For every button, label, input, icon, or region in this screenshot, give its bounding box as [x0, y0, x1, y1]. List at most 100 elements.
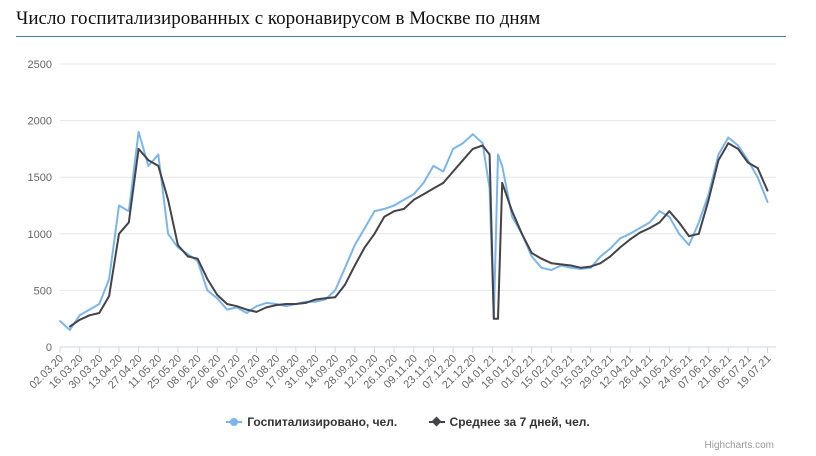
series-avg-point [707, 198, 710, 201]
series-daily-point [403, 198, 405, 201]
series-daily-point [422, 181, 425, 184]
credit-link[interactable]: Highcharts.com [704, 440, 774, 451]
diamond-icon [428, 416, 445, 427]
series-daily-point [442, 170, 445, 173]
series-daily-line [59, 130, 769, 331]
series-avg-point [462, 159, 464, 162]
series-daily-point [314, 300, 317, 303]
series-avg-point [294, 303, 297, 305]
y-tick-label: 500 [34, 285, 52, 297]
legend-item-avg[interactable]: Среднее за 7 дней, чел. [428, 415, 590, 429]
series-avg-point [452, 170, 454, 173]
series-daily-point [540, 266, 543, 269]
series-daily-point [59, 320, 61, 322]
series-avg-point [216, 294, 219, 296]
series-daily-point [668, 215, 671, 218]
series-avg-point [570, 264, 572, 267]
series-avg-point [68, 325, 71, 328]
series-avg-point [668, 210, 671, 213]
series-avg-point [275, 304, 278, 307]
series-avg-point [412, 198, 415, 201]
series-daily-point [245, 312, 248, 314]
x-axis: 02.03.2016.03.2030.03.2013.04.2027.04.20… [27, 347, 774, 391]
series-avg-line [69, 142, 769, 328]
series-daily-point [511, 215, 513, 218]
series-daily-point [658, 210, 661, 213]
legend: Госпитализировано, чел. Среднее за 7 дне… [0, 415, 816, 430]
grid [60, 63, 776, 348]
series-daily-point [157, 153, 160, 156]
series-daily-point [393, 204, 396, 207]
series-avg-point [344, 283, 346, 286]
series-daily-point [452, 148, 454, 150]
series-avg-point [560, 263, 563, 266]
series-daily-point [629, 232, 631, 235]
y-tick-label: 1500 [28, 172, 52, 184]
series-avg-point [265, 306, 268, 309]
series-avg-point [334, 296, 337, 299]
series-avg-point [648, 227, 651, 230]
series-avg-point [697, 232, 700, 235]
series-avg-point [511, 210, 513, 213]
series-avg-point [324, 297, 327, 300]
series-daily-point [501, 164, 504, 167]
series-avg-point [78, 318, 81, 321]
series-daily-point [147, 164, 150, 167]
series-daily-point [334, 289, 337, 292]
series-daily-point [373, 210, 376, 213]
plot-area [59, 130, 769, 331]
y-tick-label: 1000 [28, 229, 52, 241]
series-avg-point [471, 148, 474, 150]
series-avg-point [492, 317, 495, 320]
series-daily-point [137, 131, 140, 133]
series-avg-point [157, 164, 160, 167]
series-daily-point [717, 153, 720, 156]
series-avg-point [766, 189, 769, 192]
series-daily-point [383, 207, 386, 210]
series-daily-point [98, 303, 101, 305]
series-daily-point [462, 142, 464, 145]
series-avg-point [737, 148, 739, 150]
series-avg-point [127, 221, 130, 224]
series-avg-point [550, 262, 553, 265]
legend-label-daily: Госпитализировано, чел. [247, 415, 398, 429]
series-avg-point [658, 221, 661, 224]
legend-label-avg: Среднее за 7 дней, чел. [449, 415, 590, 429]
series-avg-point [727, 142, 730, 145]
series-daily-point [363, 227, 366, 230]
series-avg-point [304, 301, 307, 304]
series-daily-point [216, 297, 219, 300]
series-daily-point [412, 193, 415, 196]
series-avg-point [353, 264, 356, 267]
series-avg-point [481, 144, 484, 147]
series-avg-point [619, 246, 622, 249]
series-daily-point [78, 314, 81, 317]
series-daily-point [678, 232, 681, 235]
series-daily-point [432, 164, 435, 167]
series-avg-point [363, 246, 366, 249]
series-avg-point [235, 305, 238, 308]
series-daily-point [550, 269, 553, 271]
series-daily-point [353, 244, 356, 247]
series-avg-point [717, 159, 720, 162]
series-daily-point [599, 255, 602, 258]
series-avg-point [226, 303, 228, 305]
series-daily-point [570, 266, 572, 269]
series-avg-point [442, 181, 445, 184]
series-daily-point [471, 133, 474, 136]
series-avg-point [98, 312, 101, 314]
series-daily-point [285, 305, 287, 308]
series-avg-point [599, 262, 602, 265]
series-avg-point [530, 252, 533, 254]
series-daily-point [497, 153, 499, 156]
series-avg-point [147, 159, 150, 162]
legend-item-daily[interactable]: Госпитализировано, чел. [226, 415, 397, 429]
series-avg-point [497, 317, 499, 320]
series-avg-point [393, 210, 396, 213]
series-avg-point [403, 207, 405, 210]
series-daily-point [688, 244, 690, 247]
series-daily-point [756, 176, 759, 179]
series-avg-point [589, 265, 592, 268]
series-avg-point [373, 232, 376, 235]
